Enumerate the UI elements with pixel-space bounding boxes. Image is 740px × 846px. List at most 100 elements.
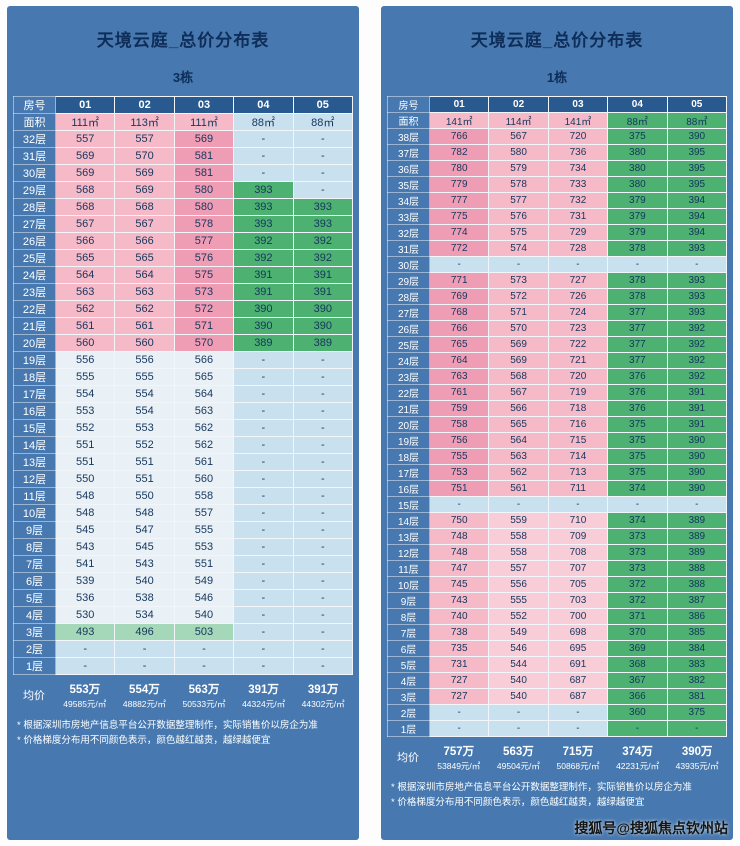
price-cell: - <box>233 130 294 148</box>
average-label: 均价 <box>397 752 419 764</box>
price-cell: 708 <box>547 544 609 561</box>
price-cell: 775 <box>428 208 490 225</box>
price-cell: 731 <box>428 656 490 673</box>
floor-label: 16层 <box>387 480 430 497</box>
average-unit-price: 49585元/㎡ <box>63 699 107 709</box>
price-cell: 743 <box>428 592 490 609</box>
average-total-price: 391万 <box>248 684 279 696</box>
price-cell: 572 <box>173 300 235 318</box>
area-cell: 141㎡ <box>428 112 490 129</box>
price-panel-building-3: 天境云庭_总价分布表 3栋 房号 01 02 03 04 05 面积 111㎡ 113㎡ 111㎡… <box>7 6 359 840</box>
price-cell: 392 <box>666 368 728 385</box>
floor-label: 8层 <box>13 538 56 556</box>
price-cell: 574 <box>488 240 549 257</box>
price-cell: 579 <box>488 160 549 177</box>
price-cell: 388 <box>666 576 728 593</box>
price-cell: - <box>233 164 294 182</box>
price-cell: 561 <box>114 317 175 335</box>
price-cell: 549 <box>173 572 235 590</box>
price-cell: - <box>428 720 490 737</box>
price-cell: 380 <box>607 176 668 193</box>
price-cell: 378 <box>607 240 668 257</box>
price-cell: 391 <box>233 283 294 301</box>
table-row: 27层 567 567 578 393 393 <box>13 215 354 233</box>
table-row: 3层 493 496 503- - <box>13 623 354 641</box>
price-cell: 565 <box>54 249 116 267</box>
price-cell: 691 <box>547 656 609 673</box>
average-total-price: 374万 <box>622 746 653 758</box>
price-cell: - <box>233 470 294 488</box>
price-cell: 576 <box>488 208 549 225</box>
price-cell: 738 <box>428 624 490 641</box>
average-cell: 553万 49585元/㎡ <box>55 678 115 712</box>
table-row: 20层 758 565 716 375 391 <box>387 416 728 433</box>
price-cell: 711 <box>547 480 609 497</box>
floor-label: 15层 <box>387 496 430 513</box>
floor-label: 26层 <box>13 232 56 250</box>
price-cell: 733 <box>547 176 609 193</box>
price-cell: 709 <box>547 528 609 545</box>
price-cell: 554 <box>114 402 175 420</box>
price-cell: 548 <box>54 504 116 522</box>
price-cell: 573 <box>173 283 235 301</box>
price-cell: 373 <box>607 544 668 561</box>
price-cell: 394 <box>666 208 728 225</box>
price-cell: - <box>233 657 294 675</box>
table-row: 5层 731 544 691 368 383 <box>387 656 728 673</box>
table-row: 24层 564 564 575 391 391 <box>13 266 354 284</box>
price-cell: 375 <box>607 464 668 481</box>
price-cell: - <box>233 402 294 420</box>
table-row: 6层 539 540 549- - <box>13 572 354 590</box>
price-cell: 698 <box>547 624 609 641</box>
price-cell: 392 <box>666 352 728 369</box>
table-row: 6层 735 546 695 369 384 <box>387 640 728 657</box>
price-cell: 768 <box>428 304 490 321</box>
price-cell: 379 <box>607 208 668 225</box>
area-cell: 88㎡ <box>666 112 728 129</box>
price-cell: 568 <box>114 198 175 216</box>
price-cell: - <box>488 704 549 721</box>
footnotes: * 根据深圳市房地产信息平台公开数据整理制作，实际销售价以房企为准 * 价格梯度… <box>387 781 727 812</box>
price-cell: 383 <box>666 656 728 673</box>
price-cell: 687 <box>547 688 609 705</box>
price-cell: 554 <box>54 385 116 403</box>
price-cell: 557 <box>54 130 116 148</box>
floor-label: 27层 <box>13 215 56 233</box>
floor-label: 22层 <box>387 384 430 401</box>
price-cell: 382 <box>666 672 728 689</box>
price-cell: 554 <box>114 385 175 403</box>
column-header: 03 <box>173 96 235 114</box>
price-cell: - <box>233 419 294 437</box>
table-row: 15层 552 553 562- - <box>13 419 354 437</box>
floor-label: 28层 <box>13 198 56 216</box>
price-cell: 727 <box>428 672 490 689</box>
floor-label: 33层 <box>387 208 430 225</box>
price-cell: 558 <box>488 544 549 561</box>
table-title: 天境云庭_总价分布表 <box>96 31 270 50</box>
price-cell: 568 <box>488 368 549 385</box>
price-cell: 392 <box>292 249 354 267</box>
price-cell: 374 <box>607 480 668 497</box>
table-row: 4层 727 540 687 367 382 <box>387 672 728 689</box>
column-header: 01 <box>54 96 116 114</box>
price-cell: - <box>292 164 354 182</box>
price-cell: 540 <box>114 572 175 590</box>
price-cell: 570 <box>173 334 235 352</box>
average-total-price: 390万 <box>681 746 713 758</box>
column-header: 02 <box>114 96 175 114</box>
area-cell: 88㎡ <box>607 112 668 129</box>
price-cell: 392 <box>233 232 294 250</box>
price-cell: 569 <box>114 181 175 199</box>
price-cell: - <box>666 720 728 737</box>
table-row: 21层 561 561 571 390 390 <box>13 317 354 335</box>
floor-label: 12层 <box>387 544 430 561</box>
price-cell: 562 <box>173 436 235 454</box>
average-unit-price: 50533元/㎡ <box>182 699 226 709</box>
column-header: 04 <box>607 96 668 113</box>
price-cell: 496 <box>114 623 175 641</box>
price-cell: 380 <box>607 160 668 177</box>
floor-label: 38层 <box>387 128 430 145</box>
table-row: 28层 568 568 580 393 393 <box>13 198 354 216</box>
price-cell: 575 <box>173 266 235 284</box>
price-cell: 562 <box>488 464 549 481</box>
